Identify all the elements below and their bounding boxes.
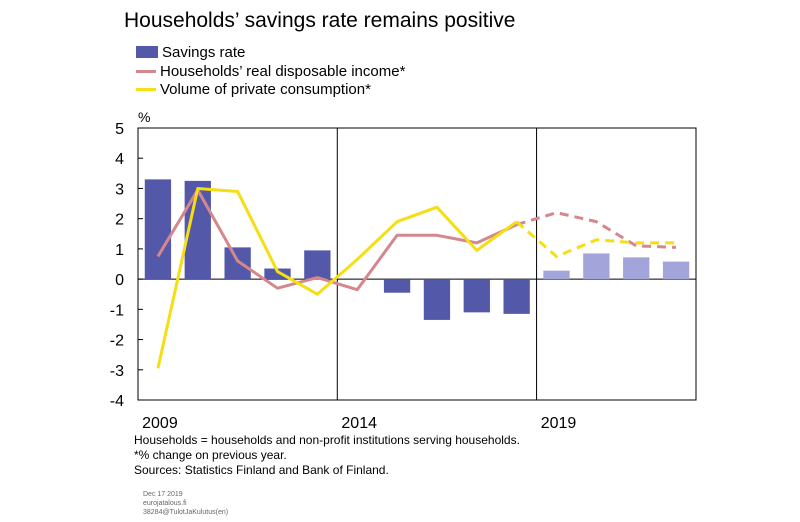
- y-unit-label: %: [138, 109, 150, 125]
- bar-savings-rate-2018: [503, 279, 530, 314]
- y-tick-label: 2: [115, 212, 124, 229]
- y-tick-label: 3: [115, 181, 124, 198]
- bar-savings-rate-2019: [543, 270, 570, 280]
- bar-savings-rate-2022: [662, 261, 690, 280]
- line-disposable-income: [156, 188, 518, 292]
- legend-item-private-consumption: Volume of private consumption*: [136, 80, 371, 98]
- bar-savings-rate-2012: [264, 268, 291, 280]
- line-disposable-income-forecast: [516, 211, 677, 249]
- y-tick-label: -2: [110, 333, 124, 350]
- bar-savings-rate-2009: [144, 179, 172, 280]
- meta-code: 38284@TulotJaKulutus(en): [143, 509, 229, 516]
- footnote-definition: Households = households and non-profit i…: [134, 433, 520, 447]
- footnote-percent-change: *% change on previous year.: [134, 448, 287, 462]
- legend-label-savings-rate: Savings rate: [162, 43, 246, 61]
- bar-savings-rate-2020: [583, 253, 610, 280]
- y-tick-label: 4: [115, 151, 124, 168]
- legend-label-private-consumption: Volume of private consumption*: [160, 80, 371, 98]
- meta-site: eurojatalous.fi: [143, 500, 187, 507]
- legend-label-disposable-income: Households’ real disposable income*: [160, 62, 406, 80]
- line-private-consumption-forecast: [515, 220, 677, 259]
- y-tick-label: 0: [115, 272, 124, 289]
- y-tick-label: -4: [110, 393, 124, 410]
- bar-savings-rate-2015: [383, 279, 411, 293]
- legend-item-disposable-income: Households’ real disposable income*: [136, 62, 405, 80]
- bar-savings-rate-2013: [304, 250, 331, 280]
- chart-title: Households’ savings rate remains positiv…: [124, 9, 516, 32]
- x-tick-label: 2009: [142, 415, 178, 432]
- legend-swatch-savings-rate: [136, 46, 158, 58]
- plot-frame: [137, 127, 697, 401]
- y-tick-label: -3: [110, 363, 124, 380]
- x-tick-label: 2019: [541, 415, 577, 432]
- bar-savings-rate-2021: [623, 257, 650, 280]
- bar-savings-rate-2011: [224, 247, 251, 280]
- legend-swatch-private-consumption: [136, 87, 156, 91]
- bar-savings-rate-2016: [423, 279, 451, 320]
- y-tick-label: 5: [115, 121, 124, 138]
- legend-swatch-disposable-income: [136, 69, 156, 73]
- meta-date: Dec 17 2019: [143, 491, 183, 498]
- x-tick-label: 2014: [341, 415, 377, 432]
- bar-savings-rate-2017: [463, 279, 490, 313]
- y-tick-label: -1: [110, 302, 124, 319]
- y-tick-label: 1: [115, 242, 124, 259]
- legend-item-savings-rate: Savings rate: [136, 43, 245, 61]
- line-private-consumption: [156, 186, 518, 369]
- footnote-sources: Sources: Statistics Finland and Bank of …: [134, 463, 389, 477]
